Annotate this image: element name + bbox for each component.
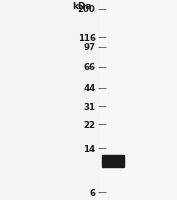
Text: 14: 14 (83, 144, 96, 153)
Text: 6: 6 (90, 188, 96, 197)
Text: 31: 31 (84, 102, 96, 111)
Text: 200: 200 (78, 5, 96, 14)
Text: 116: 116 (78, 33, 96, 42)
Text: 22: 22 (84, 120, 96, 129)
Text: 66: 66 (84, 63, 96, 72)
Text: kDa: kDa (72, 2, 92, 11)
Text: 44: 44 (83, 84, 96, 93)
Text: 97: 97 (83, 43, 96, 52)
Bar (100, 0, 177, 200)
Bar (102, 155, 124, 167)
